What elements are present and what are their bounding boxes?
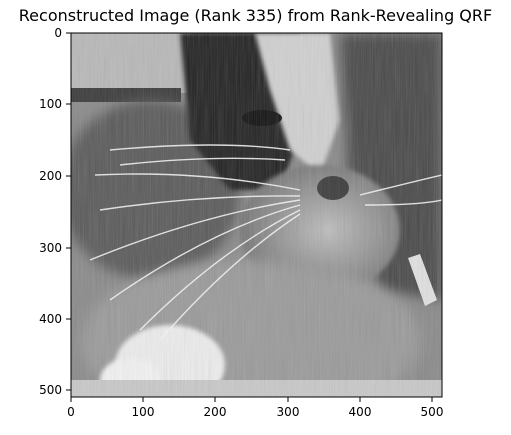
y-tick: 0 [54,26,71,40]
x-axis: 0 100 200 300 400 500 [67,397,443,419]
x-tick-label: 300 [277,405,300,419]
x-tick-label: 100 [132,405,155,419]
x-tick-label: 0 [67,405,75,419]
y-tick: 100 [39,97,71,111]
y-tick: 200 [39,169,71,183]
axes-frame [70,32,443,398]
x-tick: 400 [349,397,372,419]
figure-title: Reconstructed Image (Rank 335) from Rank… [18,6,493,25]
cat-image [71,33,442,397]
y-tick: 500 [39,383,71,397]
y-tick-label: 0 [54,26,62,40]
y-tick-label: 300 [39,241,62,255]
x-tick: 300 [277,397,300,419]
x-tick: 500 [421,397,444,419]
x-tick-label: 500 [421,405,444,419]
y-tick-label: 100 [39,97,62,111]
x-tick: 100 [132,397,155,419]
x-tick: 0 [67,397,75,419]
y-tick: 300 [39,241,71,255]
x-tick-label: 400 [349,405,372,419]
y-tick-label: 400 [39,312,62,326]
x-tick: 200 [204,397,227,419]
y-tick-label: 500 [39,383,62,397]
x-tick-label: 200 [204,405,227,419]
y-axis: 0 100 200 300 400 500 [39,26,71,397]
y-tick: 400 [39,312,71,326]
y-tick-label: 200 [39,169,62,183]
